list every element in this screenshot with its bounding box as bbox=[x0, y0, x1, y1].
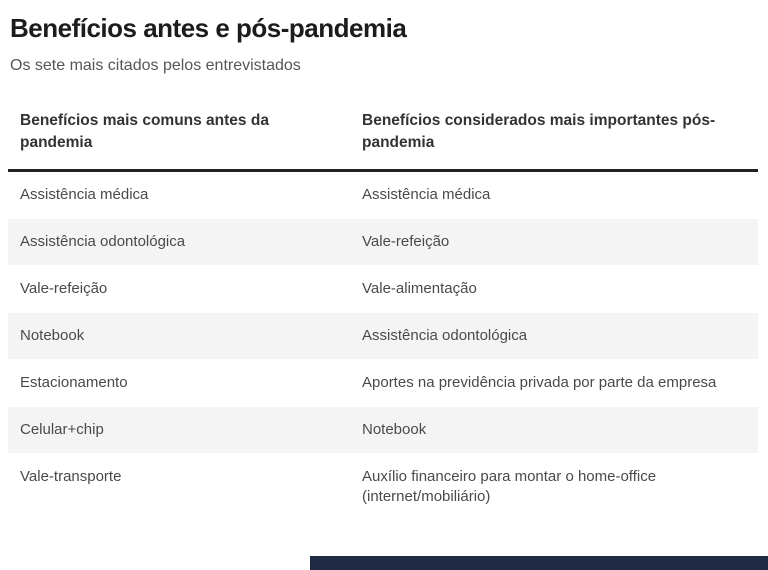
cell-before-pandemic: Vale-refeição bbox=[20, 280, 108, 297]
cell-post-pandemic: Assistência odontológica bbox=[362, 327, 528, 344]
page-subtitle: Os sete mais citados pelos entrevistados bbox=[10, 57, 301, 74]
table-row: Estacionamento Aportes na previdência pri… bbox=[8, 360, 758, 406]
table-row: Celular+chip Notebook bbox=[8, 406, 758, 454]
cell-post-pandemic: Vale-alimentação bbox=[362, 280, 477, 297]
cell-before-pandemic: Celular+chip bbox=[20, 421, 104, 438]
cell-post-pandemic: Vale-refeição bbox=[362, 233, 450, 250]
page-title: Benefícios antes e pós-pandemia bbox=[10, 13, 407, 43]
cell-post-pandemic: Aportes na previdência privada por parte… bbox=[362, 374, 717, 391]
cell-post-pandemic: Notebook bbox=[362, 421, 427, 438]
table-row: Assistência odontológica Vale-refeição bbox=[8, 218, 758, 266]
cell-post-pandemic: Assistência médica bbox=[362, 186, 491, 203]
table-header-row: Benefícios mais comuns antes da pandemia… bbox=[8, 110, 758, 172]
cell-post-pandemic: Auxílio financeiro para montar o home-of… bbox=[362, 468, 657, 505]
column-header-before-pandemic: Benefícios mais comuns antes da pandemia bbox=[20, 112, 269, 151]
table-body: Assistência médica Assistência médica Assi… bbox=[8, 172, 758, 520]
cell-before-pandemic: Notebook bbox=[20, 327, 85, 344]
table-row: Vale-refeição Vale-alimentação bbox=[8, 266, 758, 312]
bottom-bar bbox=[310, 556, 768, 570]
cell-before-pandemic: Assistência odontológica bbox=[20, 233, 186, 250]
table-row: Assistência médica Assistência médica bbox=[8, 172, 758, 218]
table-row: Vale-transporte Auxílio financeiro para m… bbox=[8, 454, 758, 520]
benefits-table: Benefícios mais comuns antes da pandemia… bbox=[8, 110, 758, 520]
cell-before-pandemic: Estacionamento bbox=[20, 374, 128, 391]
column-header-post-pandemic: Benefícios considerados mais importantes… bbox=[362, 112, 716, 151]
cell-before-pandemic: Vale-transporte bbox=[20, 468, 122, 485]
table-row: Notebook Assistência odontológica bbox=[8, 312, 758, 360]
cell-before-pandemic: Assistência médica bbox=[20, 186, 149, 203]
